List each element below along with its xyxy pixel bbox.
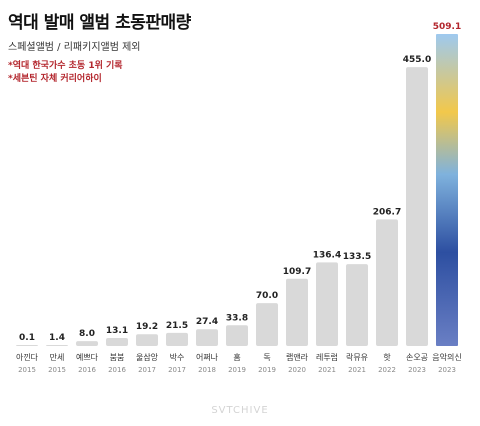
year-label: 2020	[288, 366, 306, 374]
value-label: 133.5	[343, 252, 371, 262]
value-label: 8.0	[79, 329, 95, 339]
value-label: 27.4	[196, 317, 218, 327]
bar	[256, 303, 278, 346]
bar	[166, 332, 188, 346]
bar	[76, 341, 98, 346]
category-label: 박수	[170, 352, 185, 362]
note-record: *역대 한국가수 초동 1위 기록	[8, 61, 123, 71]
value-label: 21.5	[166, 321, 188, 331]
bar	[316, 262, 338, 346]
category-label: 만세	[50, 353, 65, 362]
note-career-high: *세븐틴 자체 커리어하이	[8, 74, 102, 84]
chart-subtitle: 스페셜앨범 / 리패키지앨범 제외	[8, 42, 141, 53]
year-label: 2023	[438, 366, 456, 374]
category-label: 아낀다	[16, 352, 39, 362]
year-label: 2019	[228, 366, 246, 374]
value-label: 206.7	[373, 207, 401, 217]
value-label: 33.8	[226, 313, 248, 323]
category-label: 음악의신	[432, 352, 461, 362]
value-label: 109.7	[283, 267, 311, 277]
bar	[376, 219, 398, 346]
value-label: 13.1	[106, 326, 128, 336]
category-label: 손오공	[406, 353, 428, 362]
year-label: 2016	[108, 366, 126, 374]
bar	[226, 325, 248, 346]
value-label: 1.4	[49, 333, 65, 343]
category-label: 어쩌나	[196, 352, 219, 362]
year-label: 2018	[198, 366, 216, 374]
bar-highlight	[436, 34, 458, 346]
value-label: 70.0	[256, 291, 278, 301]
value-label: 509.1	[433, 22, 461, 32]
bar	[46, 345, 68, 346]
category-label: 락뮤유	[346, 352, 368, 362]
bar	[406, 67, 428, 347]
chart-title: 역대 발매 앨범 초동판매량	[8, 13, 191, 33]
watermark: SVTCHIVE	[211, 405, 269, 416]
year-label: 2021	[318, 366, 336, 374]
year-label: 2022	[378, 366, 396, 374]
category-label: 울삼앙	[136, 352, 159, 362]
value-label: 0.1	[19, 333, 35, 343]
year-label: 2016	[78, 366, 96, 374]
category-label: 독	[263, 353, 270, 362]
value-label: 136.4	[313, 250, 341, 260]
value-label: 19.2	[136, 322, 158, 332]
chart-notes: *역대 한국가수 초동 1위 기록 *세븐틴 자체 커리어하이	[8, 60, 123, 86]
bar	[16, 345, 38, 346]
bar	[136, 334, 158, 346]
year-label: 2017	[168, 366, 186, 374]
category-label: 핫	[383, 352, 391, 362]
year-label: 2021	[348, 366, 366, 374]
category-label: 홈	[233, 352, 240, 362]
year-label: 2015	[18, 366, 36, 374]
category-label: 랩앤라	[286, 352, 309, 362]
bar	[196, 329, 218, 346]
year-label: 2015	[48, 366, 66, 374]
year-label: 2019	[258, 366, 276, 374]
year-label: 2023	[408, 366, 426, 374]
bar	[106, 337, 128, 346]
category-label: 레투럽	[316, 353, 338, 362]
year-label: 2017	[138, 366, 156, 374]
bar	[346, 264, 368, 346]
category-label: 예쁘다	[76, 352, 99, 362]
value-label: 455.0	[403, 55, 431, 65]
bar	[286, 278, 308, 346]
category-label: 붐붐	[110, 353, 125, 362]
